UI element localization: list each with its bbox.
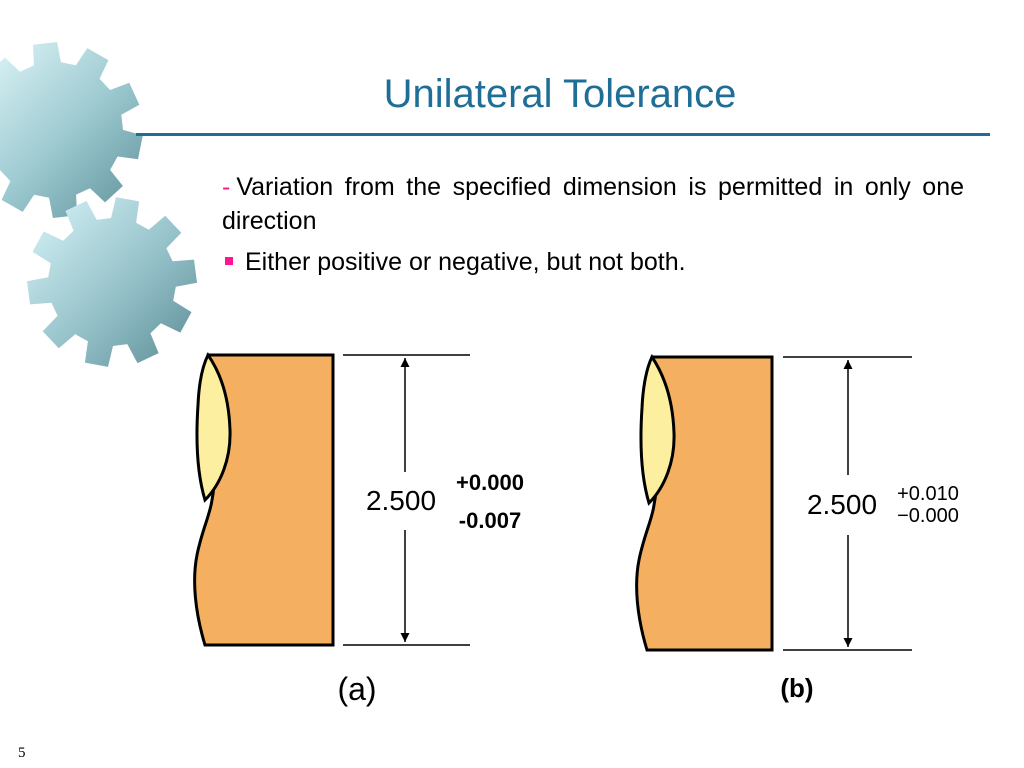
part-a-end-face	[195, 352, 232, 503]
gear-icon	[27, 197, 197, 367]
title-underline	[136, 133, 990, 136]
bullet-variation: - Variation from the specified dimension …	[222, 170, 964, 238]
gear-shape	[0, 42, 143, 218]
dimension-a: 2.500	[366, 485, 436, 516]
upper-tolerance-a: +0.000	[456, 470, 524, 495]
slide-title: Unilateral Tolerance	[383, 72, 737, 116]
bullet-text: Either positive or negative, but not bot…	[245, 248, 686, 276]
bullet-text: Variation from the specified dimension i…	[222, 173, 964, 235]
gear-decoration	[0, 42, 197, 367]
caption-b: (b)	[780, 673, 813, 703]
lower-tolerance-a: -0.007	[459, 508, 521, 533]
part-b-end-face	[639, 354, 676, 506]
caption-a: (a)	[337, 671, 376, 707]
part-a-drawing: 2.500 +0.000 -0.007 (a)	[193, 352, 524, 707]
part-b-drawing: 2.500 +0.010 −0.000 (b)	[635, 354, 959, 703]
bullet-either: Either positive or negative, but not bot…	[225, 245, 965, 279]
bullet-dash: -	[222, 173, 231, 201]
lower-tolerance-b: −0.000	[897, 505, 959, 527]
page-number: 5	[18, 745, 26, 761]
gear-shape	[27, 197, 197, 367]
bullet-square-icon	[225, 257, 233, 265]
upper-tolerance-b: +0.010	[897, 483, 959, 505]
dimension-b: 2.500	[807, 489, 877, 520]
gear-icon	[0, 42, 143, 218]
